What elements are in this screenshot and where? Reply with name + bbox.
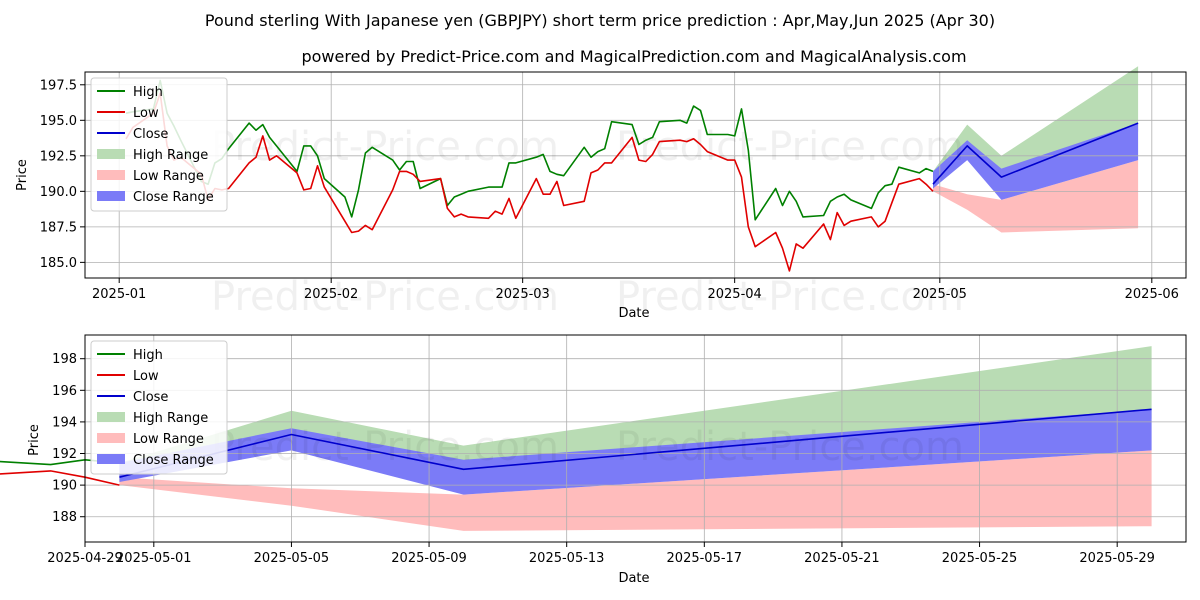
y-tick-label: 194 (52, 415, 77, 430)
top-watermark-4: Predict-Price.com (616, 274, 964, 320)
legend-label: High Range (133, 148, 208, 163)
legend-label: Low (133, 106, 159, 121)
y-tick-label: 192 (52, 447, 77, 462)
y-tick-label: 185.0 (40, 256, 77, 271)
y-tick-label: 195.0 (40, 114, 77, 129)
top-watermark-2: Predict-Price.com (616, 124, 964, 170)
bottom-watermark-1: Predict-Price.com (211, 424, 559, 470)
y-tick-label: 190.0 (40, 185, 77, 200)
top-range-fills (933, 66, 1139, 233)
legend-label: High (133, 348, 163, 363)
y-tick-label: 188 (52, 510, 77, 525)
legend-label: High Range (133, 411, 208, 426)
top-x-axis-label: Date (618, 306, 649, 321)
top-axis-ticks: 2025-01 2025-02 2025-03 2025-04 2025-05 2025-… (40, 78, 1179, 302)
x-tick-label: 2025-05-01 (116, 551, 192, 566)
legend-swatch (97, 191, 125, 201)
legend-label: Low Range (133, 169, 204, 184)
top-plot-frame (84, 71, 1187, 279)
legend-swatch (97, 170, 125, 180)
x-tick-label: 2025-05-05 (254, 551, 330, 566)
legend-label: Low Range (133, 432, 204, 447)
close-series-line (932, 122, 1139, 185)
close-range-area (933, 123, 1139, 200)
legend-swatch (97, 454, 125, 464)
top-watermark-3: Predict-Price.com (211, 274, 559, 320)
high-series-line (125, 79, 934, 221)
bottom-y-axis-label: Price (27, 424, 42, 456)
figure-title: Pound sterling With Japanese yen (GBPJPY… (205, 11, 995, 30)
y-tick-label: 198 (52, 352, 77, 367)
x-tick-label: 2025-06 (1125, 287, 1179, 302)
top-watermark-1: Predict-Price.com (211, 124, 559, 170)
figure-subtitle: powered by Predict-Price.com and Magical… (301, 47, 966, 66)
bottom-range-fills (119, 346, 1152, 531)
x-tick-label: 2025-05-29 (1079, 551, 1155, 566)
low-range-area (119, 450, 1152, 531)
y-tick-label: 196 (52, 384, 77, 399)
x-tick-label: 2025-02 (304, 287, 358, 302)
top-grid (85, 72, 1186, 278)
top-y-axis-label: Price (15, 159, 30, 191)
legend-swatch (97, 412, 125, 422)
top-legend: High Low Close High Range Low Range Close Ran… (90, 77, 228, 212)
top-series-lines (125, 79, 1139, 272)
x-tick-label: 2025-04-29 (47, 551, 123, 566)
bottom-watermark-2: Predict-Price.com (616, 424, 964, 470)
legend-label: Close (133, 127, 168, 142)
legend-label: High (133, 85, 163, 100)
legend-swatch (97, 149, 125, 159)
y-tick-label: 197.5 (40, 78, 77, 93)
bottom-plot-frame (84, 334, 1187, 543)
legend-label: Close (133, 390, 168, 405)
y-tick-label: 190 (52, 479, 77, 494)
close-range-area (119, 409, 1152, 495)
y-tick-label: 192.5 (40, 149, 77, 164)
x-tick-label: 2025-05 (913, 287, 967, 302)
bottom-chart-panel: Predict-Price.com Predict-Price.com 2025… (0, 334, 1187, 586)
x-tick-label: 2025-05-21 (804, 551, 880, 566)
x-tick-label: 2025-05-13 (529, 551, 605, 566)
x-tick-label: 2025-04 (707, 287, 761, 302)
top-chart-panel: Predict-Price.com Predict-Price.com Pred… (15, 66, 1187, 321)
legend-label: Close Range (133, 453, 214, 468)
x-tick-label: 2025-05-25 (942, 551, 1018, 566)
x-tick-label: 2025-01 (92, 287, 146, 302)
y-tick-label: 187.5 (40, 220, 77, 235)
bottom-x-axis-label: Date (618, 571, 649, 586)
x-tick-label: 2025-03 (496, 287, 550, 302)
low-range-area (933, 160, 1139, 233)
low-series-line (125, 92, 934, 272)
legend-label: Low (133, 369, 159, 384)
legend-label: Close Range (133, 190, 214, 205)
bottom-legend: High Low Close High Range Low Range Close Ran… (90, 340, 228, 475)
x-tick-label: 2025-05-17 (667, 551, 743, 566)
x-tick-label: 2025-05-09 (391, 551, 467, 566)
legend-swatch (97, 433, 125, 443)
